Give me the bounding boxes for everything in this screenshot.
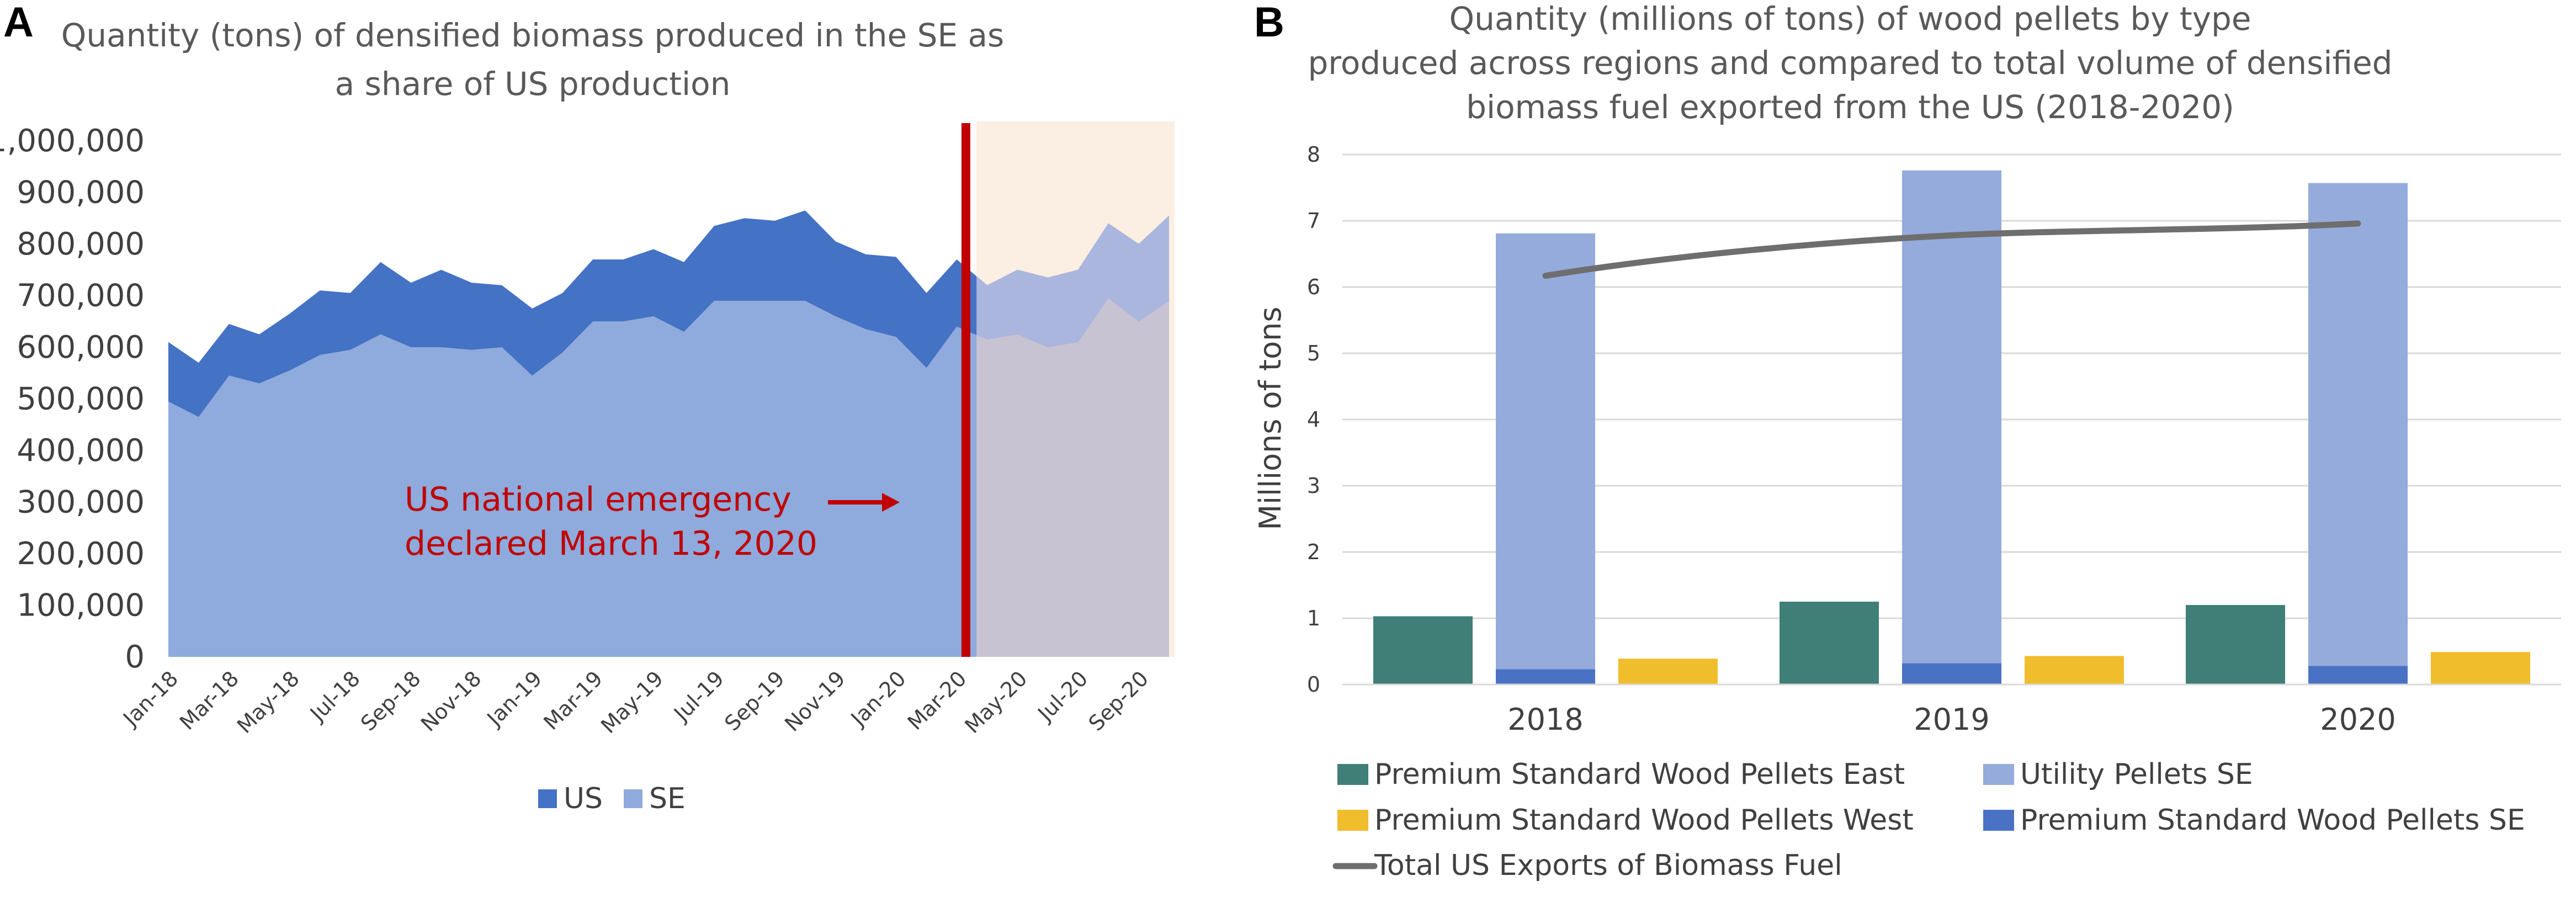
- y-tick-label: 200,000: [17, 536, 145, 572]
- emergency-annotation-line-1: US national emergency: [405, 480, 792, 519]
- x-tick-label: 2019: [1914, 702, 1989, 737]
- panel-b-y-axis: 8 7 6 5 4 3 2 1 0: [1307, 142, 1320, 697]
- legend-label-utility-pellets-se: Utility Pellets SE: [2020, 758, 2253, 791]
- bar-premium-standard-wood-pellets-west: [1618, 659, 1718, 684]
- bar-utility-pellets-se: [1902, 170, 2001, 664]
- bar-utility-pellets-se: [2308, 183, 2408, 666]
- legend-label-us: US: [564, 782, 603, 815]
- panel-b-y-axis-label: Millions of tons: [1253, 307, 1288, 530]
- panel-b-exports-line: [1542, 220, 2361, 279]
- area-se: [168, 298, 1169, 657]
- panel-a-title-line-1: Quantity (tons) of densified biomass pro…: [61, 17, 1005, 54]
- highlight-se-overlay: [976, 298, 1169, 657]
- bar-premium-standard-wood-pellets-se: [2308, 666, 2408, 684]
- panel-a-y-axis: 1,000,000 900,000 800,000 700,000 600,000 500…: [0, 123, 145, 675]
- x-tick-label: May-19: [596, 666, 668, 738]
- y-tick-label: 600,000: [17, 330, 145, 365]
- legend-swatch-premium-standard-wood-pellets-east: [1337, 764, 1368, 785]
- panel-b-title-line-3: biomass fuel exported from the US (2018-…: [1466, 88, 2234, 126]
- y-tick-label: 7: [1307, 209, 1320, 233]
- emergency-annotation-line-2: declared March 13, 2020: [405, 524, 817, 563]
- emergency-line: [961, 123, 970, 657]
- y-tick-label: 900,000: [17, 175, 145, 211]
- x-tick-label: Sep-19: [720, 666, 789, 736]
- x-tick-label: Jul-18: [305, 666, 365, 726]
- y-tick-label: 0: [125, 639, 145, 675]
- y-tick-label: 4: [1307, 407, 1320, 432]
- x-tick-label: Mar-20: [903, 666, 971, 735]
- x-tick-label: Mar-19: [539, 666, 607, 735]
- legend-label-premium-standard-wood-pellets-west: Premium Standard Wood Pellets West: [1374, 804, 1914, 837]
- y-tick-label: 500,000: [17, 381, 145, 417]
- legend-label-premium-standard-wood-pellets-east: Premium Standard Wood Pellets East: [1374, 758, 1905, 791]
- y-tick-label: 700,000: [17, 278, 145, 314]
- y-tick-label: 3: [1307, 474, 1320, 498]
- bar-premium-standard-wood-pellets-east: [2186, 605, 2285, 684]
- panel-b-letter: B: [1254, 0, 1284, 46]
- x-tick-label: May-18: [232, 666, 304, 738]
- bar-premium-standard-wood-pellets-east: [1373, 616, 1473, 684]
- legend-label-se: SE: [649, 782, 686, 815]
- y-tick-label: 0: [1307, 672, 1320, 697]
- panel-b-legend: Premium Standard Wood Pellets East Utilit…: [1332, 758, 2525, 882]
- legend-label-total-us-exports-of-biomass-fuel: Total US Exports of Biomass Fuel: [1374, 849, 1842, 882]
- emergency-arrow: [828, 493, 900, 512]
- legend-swatch-us: [538, 789, 557, 808]
- legend-swatch-premium-standard-wood-pellets-se: [1983, 810, 2014, 831]
- panel-a-letter: A: [3, 0, 34, 46]
- bar-premium-standard-wood-pellets-se: [1902, 663, 2001, 684]
- y-tick-label: 1: [1307, 606, 1320, 630]
- line-total-us-exports-of-biomass-fuel: [1542, 220, 2361, 279]
- x-tick-label: May-20: [960, 666, 1032, 738]
- panel-a-title-line-2: a share of US production: [335, 65, 731, 103]
- y-tick-label: 300,000: [17, 485, 145, 521]
- x-tick-label: Jul-19: [668, 666, 729, 726]
- x-tick-label: Nov-18: [416, 666, 486, 736]
- bar-premium-standard-wood-pellets-east: [1780, 602, 1879, 684]
- x-tick-label: Sep-18: [356, 666, 426, 736]
- x-tick-label: Jan-19: [482, 666, 547, 731]
- legend-swatch-se: [624, 789, 642, 808]
- panel-b-chart: Quantity (millions of tons) of wood pell…: [1253, 0, 2561, 882]
- x-tick-label: 2020: [2320, 702, 2396, 737]
- panel-a-chart: Quantity (tons) of densified biomass pro…: [0, 17, 1175, 815]
- legend-label-premium-standard-wood-pellets-se: Premium Standard Wood Pellets SE: [2020, 804, 2525, 837]
- x-tick-label: Jul-20: [1033, 666, 1093, 726]
- y-tick-label: 400,000: [17, 433, 145, 469]
- bar-premium-standard-wood-pellets-west: [2025, 656, 2124, 684]
- panel-b-bars: [1373, 170, 2530, 684]
- highlight-us-overlay: [976, 215, 1169, 347]
- panel-a-areas: [168, 210, 1169, 657]
- bar-utility-pellets-se: [1496, 233, 1595, 670]
- y-tick-label: 5: [1307, 341, 1320, 365]
- y-tick-label: 1,000,000: [0, 123, 145, 159]
- panel-a-legend: US SE: [538, 782, 686, 815]
- x-tick-label: Jan-18: [118, 666, 183, 731]
- x-tick-label: Jan-20: [846, 666, 911, 731]
- legend-swatch-utility-pellets-se: [1983, 764, 2014, 785]
- panel-b-title-line-1: Quantity (millions of tons) of wood pell…: [1449, 0, 2251, 38]
- x-tick-label: Mar-18: [175, 666, 243, 735]
- y-tick-label: 100,000: [17, 588, 145, 624]
- x-tick-label: Nov-19: [780, 666, 850, 736]
- panel-b-title-line-2: produced across regions and compared to …: [1308, 44, 2392, 82]
- x-tick-label: Sep-20: [1084, 666, 1154, 736]
- y-tick-label: 8: [1307, 142, 1320, 167]
- bar-premium-standard-wood-pellets-se: [1496, 669, 1595, 684]
- x-tick-label: 2018: [1507, 702, 1583, 737]
- emergency-marker: [961, 123, 970, 657]
- y-tick-label: 2: [1307, 540, 1320, 564]
- y-tick-label: 800,000: [17, 226, 145, 262]
- y-tick-label: 6: [1307, 275, 1320, 299]
- legend-swatch-premium-standard-wood-pellets-west: [1337, 810, 1368, 831]
- panel-b-x-axis: 2018 2019 2020: [1342, 683, 2561, 737]
- bar-premium-standard-wood-pellets-west: [2431, 652, 2530, 684]
